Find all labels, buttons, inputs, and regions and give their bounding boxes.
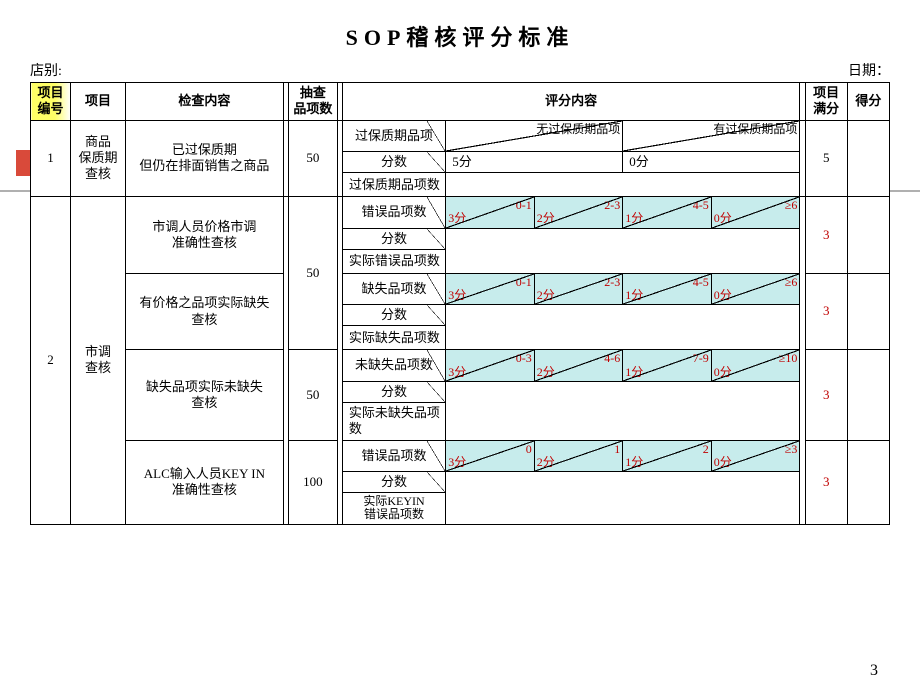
s2-i3-desc: ALC输入人员KEY IN 准确性查核 bbox=[125, 440, 283, 524]
s2-i0-actual bbox=[446, 228, 800, 273]
s1-hcell-0: 无过保质期品项 bbox=[446, 120, 623, 151]
s2-i3-c0: 03分 bbox=[446, 440, 535, 471]
s2-i1-c1: 2-32分 bbox=[534, 273, 623, 304]
s2-i0-desc: 市调人员价格市调 准确性查核 bbox=[125, 197, 283, 274]
s2-i1-c0: 0-13分 bbox=[446, 273, 535, 304]
s2-i2-l0: 未缺失品项数 bbox=[342, 350, 445, 381]
s1-score bbox=[847, 120, 889, 197]
s1-full: 5 bbox=[805, 120, 847, 197]
s2-i1-l1: 分数 bbox=[342, 305, 445, 326]
s2-i2-c0: 0-33分 bbox=[446, 350, 535, 381]
s2-i1-score bbox=[847, 273, 889, 350]
s2-i0-full: 3 bbox=[805, 197, 847, 274]
hdr-score: 得分 bbox=[847, 83, 889, 121]
date-label: 日期： bbox=[848, 60, 890, 80]
store-label: 店别: bbox=[30, 60, 62, 80]
hdr-item-no: 项目 编号 bbox=[31, 83, 71, 121]
hdr-check: 检查内容 bbox=[125, 83, 283, 121]
s2-i1-l2: 实际缺失品项数 bbox=[342, 326, 445, 350]
s2-i3-score bbox=[847, 440, 889, 524]
s2-i2-c3: ≥100分 bbox=[711, 350, 800, 381]
s1-name: 商品 保质期 查核 bbox=[71, 120, 126, 197]
s2-i2-sample: 50 bbox=[289, 350, 337, 440]
s2-i1-l0: 缺失品项数 bbox=[342, 273, 445, 304]
s1-label-1: 分数 bbox=[342, 151, 445, 172]
s1-label-0: 过保质期品项 bbox=[342, 120, 445, 151]
s2-i2-c2: 7-91分 bbox=[623, 350, 712, 381]
hdr-sample: 抽查 品项数 bbox=[289, 83, 337, 121]
s2-i0-l1: 分数 bbox=[342, 228, 445, 249]
s2-name: 市调 查核 bbox=[71, 197, 126, 524]
s2-i2-actual bbox=[446, 381, 800, 440]
s2-i3-l1: 分数 bbox=[342, 471, 445, 492]
s2-i3-l0: 错误品项数 bbox=[342, 440, 445, 471]
s2-i3-actual bbox=[446, 471, 800, 524]
s2-i1-full: 3 bbox=[805, 273, 847, 350]
s2-i3-c1: 12分 bbox=[534, 440, 623, 471]
s2-i2-c1: 4-62分 bbox=[534, 350, 623, 381]
s2-no: 2 bbox=[31, 197, 71, 524]
s2-i0-l0: 错误品项数 bbox=[342, 197, 445, 228]
s2-i0-l2: 实际错误品项数 bbox=[342, 249, 445, 273]
s2-i1-desc: 有价格之品项实际缺失 查核 bbox=[125, 273, 283, 350]
s1-label-2: 过保质期品项数 bbox=[342, 173, 445, 197]
s2-i0-c2: 4-51分 bbox=[623, 197, 712, 228]
page-title: SOP稽核评分标准 bbox=[30, 20, 890, 52]
s1-desc: 已过保质期 但仍在排面销售之商品 bbox=[125, 120, 283, 197]
s2-i1-actual bbox=[446, 305, 800, 350]
header-row: 项目 编号 项目 检查内容 抽查 品项数 评分内容 项目 满分 得分 bbox=[31, 83, 890, 121]
s2-i2-score bbox=[847, 350, 889, 440]
s2-i0-c0: 0-13分 bbox=[446, 197, 535, 228]
s1-sample: 50 bbox=[289, 120, 337, 197]
s2-i2-desc: 缺失品项实际未缺失 查核 bbox=[125, 350, 283, 440]
scoring-table: 项目 编号 项目 检查内容 抽查 品项数 评分内容 项目 满分 得分 1 商品 … bbox=[30, 82, 890, 525]
s1-hcell-1: 有过保质期品项 bbox=[623, 120, 800, 151]
s2-i3-c3: ≥30分 bbox=[711, 440, 800, 471]
s1-no: 1 bbox=[31, 120, 71, 197]
hdr-scoring: 评分内容 bbox=[342, 83, 799, 121]
s2-i2-l1: 分数 bbox=[342, 381, 445, 402]
page-number: 3 bbox=[870, 662, 878, 680]
s2-i0-c3: ≥60分 bbox=[711, 197, 800, 228]
s2-i3-sample: 100 bbox=[289, 440, 337, 524]
s2-i1-c2: 4-51分 bbox=[623, 273, 712, 304]
s2-i3-c2: 21分 bbox=[623, 440, 712, 471]
s1-score-1: 0分 bbox=[623, 151, 800, 172]
hdr-full: 项目 满分 bbox=[805, 83, 847, 121]
hdr-item: 项目 bbox=[71, 83, 126, 121]
s2-i0-c1: 2-32分 bbox=[534, 197, 623, 228]
s2-i0-score bbox=[847, 197, 889, 274]
s1-actual bbox=[446, 173, 800, 197]
s2-i2-l2: 实际未缺失品项数 bbox=[342, 403, 445, 441]
s2-i1-c3: ≥60分 bbox=[711, 273, 800, 304]
s2-i0-sample: 50 bbox=[289, 197, 337, 350]
s2-i3-full: 3 bbox=[805, 440, 847, 524]
s1-score-0: 5分 bbox=[446, 151, 623, 172]
s2-i3-l2: 实际KEYIN 错误品项数 bbox=[342, 493, 445, 524]
s2-i2-full: 3 bbox=[805, 350, 847, 440]
